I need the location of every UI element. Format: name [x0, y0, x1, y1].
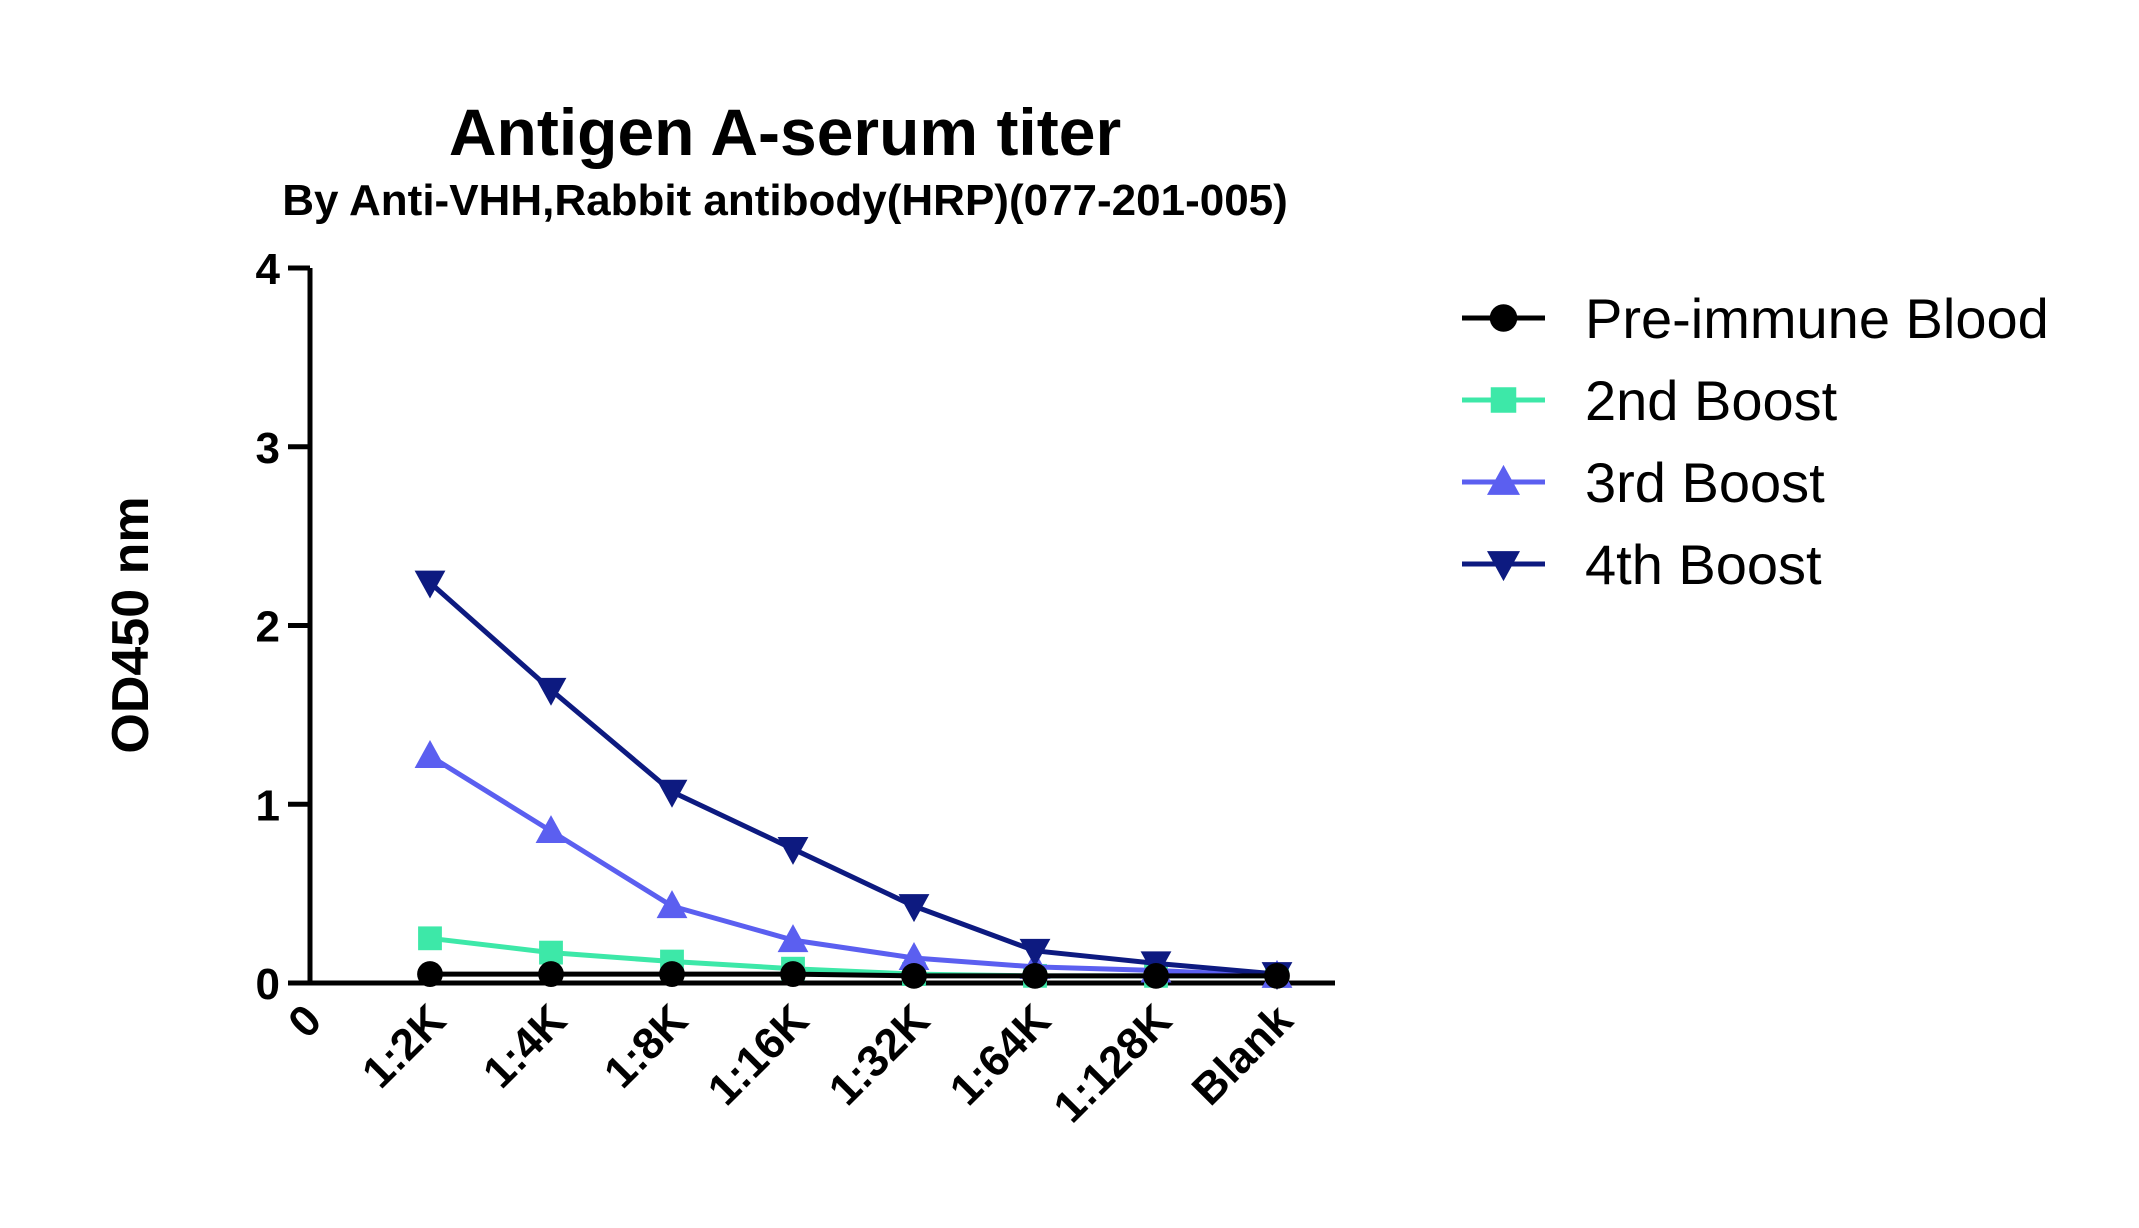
series-3: [414, 570, 1293, 991]
y-axis-label: OD450 nm: [102, 496, 160, 753]
data-point: [1022, 962, 1048, 989]
data-point: [417, 961, 443, 987]
chart-subtitle: By Anti-VHH,Rabbit antibody(HRP)(077-201…: [282, 176, 1288, 225]
x-tick-label: 1:32K: [820, 995, 940, 1115]
data-point: [414, 740, 446, 768]
data-point: [535, 677, 567, 706]
legend-marker: [1487, 464, 1520, 495]
x-tick-label: Blank: [1183, 995, 1303, 1115]
y-tick-label: 3: [256, 424, 280, 473]
legend-item: 3rd Boost: [1462, 451, 1825, 514]
data-point: [777, 924, 809, 953]
x-tick-label: 1:2K: [353, 995, 455, 1097]
data-point: [414, 570, 446, 599]
data-point: [538, 961, 564, 987]
data-point: [898, 942, 930, 970]
y-tick-label: 1: [256, 781, 280, 830]
data-point: [898, 894, 930, 923]
legend-label: Pre-immune Blood: [1585, 287, 2049, 350]
y-tick-label: 4: [256, 245, 281, 294]
data-point: [777, 836, 809, 865]
data-point: [1143, 962, 1169, 989]
series-0: [417, 961, 1290, 989]
x-tick-label: 1:4K: [474, 995, 576, 1097]
y-tick-label: 0: [256, 960, 280, 1009]
data-point: [418, 926, 442, 951]
y-tick-label: 2: [256, 603, 280, 652]
series-line: [428, 580, 1278, 977]
series-line: [430, 971, 1277, 979]
legend-label: 4th Boost: [1585, 533, 1822, 596]
legend: Pre-immune Blood 2nd Boost 3rd Boost 4th Bo…: [1462, 287, 2049, 596]
x-tick-label: 1:16K: [699, 995, 819, 1115]
series-line: [428, 753, 1278, 979]
legend-item: 4th Boost: [1462, 533, 1822, 596]
legend-marker: [1489, 304, 1518, 332]
legend-marker: [1487, 551, 1520, 582]
legend-item: Pre-immune Blood: [1462, 287, 2049, 350]
legend-label: 3rd Boost: [1585, 451, 1825, 514]
data-point: [901, 962, 927, 989]
data-point: [539, 940, 563, 965]
x-tick-label: 1:128K: [1044, 995, 1181, 1132]
legend-label: 2nd Boost: [1585, 369, 1838, 432]
series-layer: [414, 570, 1293, 991]
data-point: [656, 779, 688, 808]
x-tick-label: 1:64K: [941, 995, 1061, 1115]
x-tick-label: 1:8K: [595, 995, 697, 1097]
data-point: [1019, 938, 1051, 967]
x-origin-label: 0: [279, 995, 331, 1047]
data-point: [780, 961, 806, 987]
data-point: [535, 815, 567, 844]
data-point: [659, 961, 685, 987]
legend-item: 2nd Boost: [1462, 369, 1838, 432]
data-point: [1264, 962, 1290, 989]
chart-title: Antigen A-serum titer: [449, 95, 1121, 169]
legend-marker: [1490, 387, 1517, 413]
data-point: [656, 890, 688, 919]
